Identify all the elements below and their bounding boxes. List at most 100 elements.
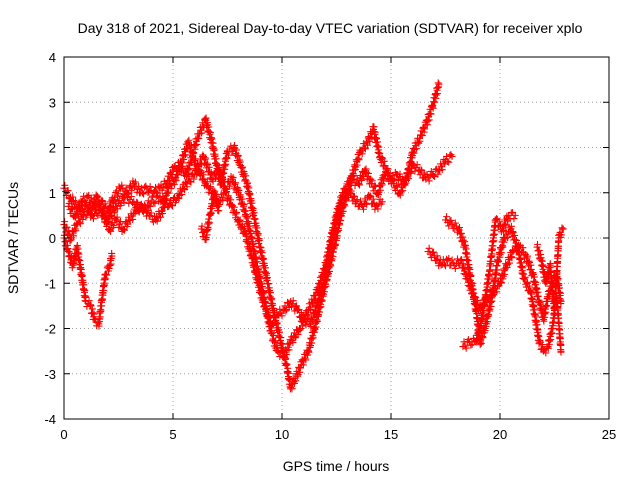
data-point [427,110,435,118]
data-point [325,251,333,259]
data-point [187,178,195,186]
data-point [464,256,472,264]
data-point [229,174,237,182]
data-point [368,177,376,185]
data-point [249,254,257,262]
data-point [515,249,523,257]
data-point [125,190,133,198]
data-point [254,230,262,238]
data-point [536,336,544,344]
data-point [94,319,102,327]
data-point [227,142,235,150]
data-point [268,322,276,330]
data-point [437,261,445,269]
data-point [292,302,300,310]
data-point [296,326,304,334]
data-point [207,209,215,217]
data-point [207,183,215,191]
data-point [491,276,499,284]
data-point [238,163,246,171]
data-point [499,227,507,235]
data-point [525,282,533,290]
data-point [544,344,552,352]
data-point [461,241,469,249]
data-point [251,215,259,223]
data-point [192,155,200,163]
data-point [302,321,310,329]
data-point [118,181,126,189]
data-point [445,254,453,262]
data-point [282,307,290,315]
data-point [407,158,415,166]
data-point [347,187,355,195]
data-point [282,354,290,362]
data-point [76,256,84,264]
data-point [299,361,307,369]
data-point [193,140,201,148]
data-point [543,277,551,285]
data-point [69,193,77,201]
data-point [199,171,207,179]
data-point [169,166,177,174]
data-point [120,226,128,234]
data-point [539,262,547,270]
data-point [77,198,85,206]
data-point [227,196,235,204]
data-point [380,157,388,165]
data-point [316,296,324,304]
data-point [61,218,69,226]
data-point [493,288,501,296]
data-point [373,135,381,143]
data-point [285,369,293,377]
series-trace-3 [64,150,386,330]
data-point [90,201,98,209]
data-point [259,255,267,263]
data-point [490,237,498,245]
data-point [554,258,562,266]
data-point [481,301,489,309]
data-point [492,269,500,277]
data-point [558,224,566,232]
data-point [363,169,371,177]
y-tick-label: 2 [49,141,56,156]
data-point [151,199,159,207]
data-point [231,144,239,152]
data-point [338,201,346,209]
data-point [443,213,451,221]
data-point [320,280,328,288]
data-point [202,114,210,122]
data-point [424,117,432,125]
data-point [110,197,118,205]
y-axis-label: SDTVAR / TECUs [5,182,21,294]
data-point [389,176,397,184]
data-point [346,189,354,197]
data-point [535,247,543,255]
data-point [180,152,188,160]
data-point [259,296,267,304]
data-point [160,204,168,212]
data-point [211,187,219,195]
data-point [122,184,130,192]
data-point [111,196,119,204]
data-point [433,252,441,260]
y-tick-label: 0 [49,231,56,246]
data-point [448,220,456,228]
data-point [510,215,518,223]
data-point [399,187,407,195]
data-point [555,319,563,327]
data-point [538,341,546,349]
data-point [459,236,467,244]
data-point [261,299,269,307]
data-point [413,161,421,169]
data-point [532,311,540,319]
y-tick-label: -4 [44,412,56,427]
data-point [179,162,187,170]
data-point [205,218,213,226]
data-point [427,167,435,175]
data-point [72,227,80,235]
data-point [105,264,113,272]
data-point [427,254,435,262]
data-point [174,158,182,166]
data-point [356,197,364,205]
data-point [181,151,189,159]
